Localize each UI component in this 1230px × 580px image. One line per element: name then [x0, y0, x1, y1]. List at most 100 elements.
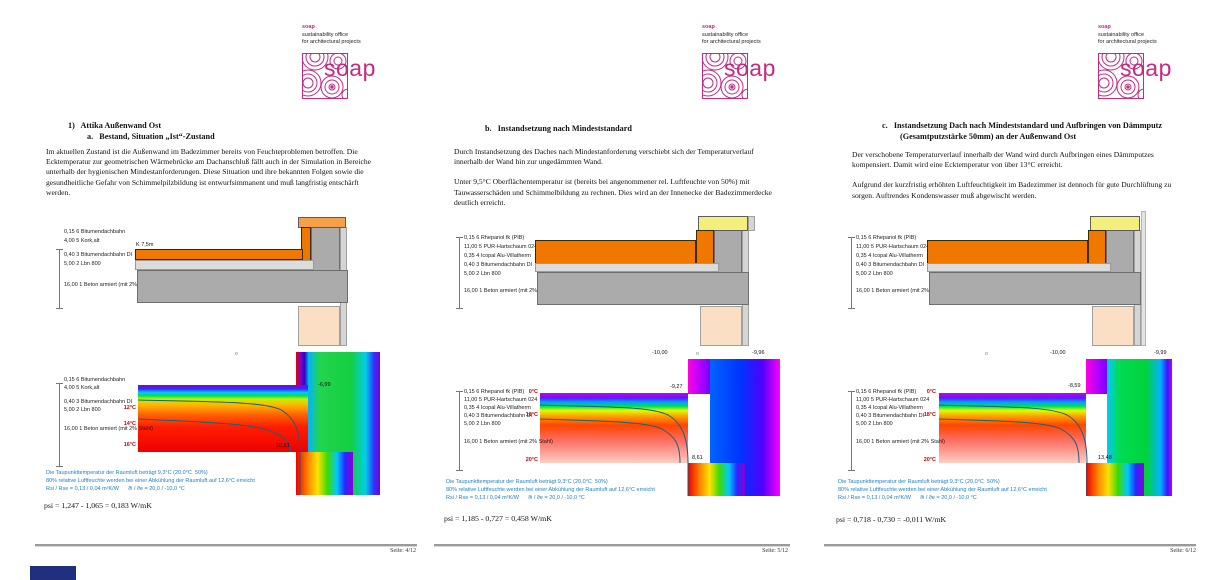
layer-label: 5,00 2 Lbn 800 — [64, 407, 101, 413]
page-number: Seite: 6/12 — [1170, 548, 1196, 554]
body-text: Durch Instandsetzung des Daches nach Min… — [454, 147, 774, 218]
soap-wordmark: soap — [1120, 55, 1172, 81]
axis-mark: o — [696, 351, 699, 357]
footer-rule — [434, 544, 790, 546]
isotherm-contours — [138, 399, 301, 495]
psi-equation: psi = 1,185 - 0,727 = 0,458 W/mK — [444, 514, 552, 523]
diagram-roof-insulation — [135, 249, 303, 260]
soap-logo-icon — [302, 53, 348, 99]
thermal-parapet-gradient — [1086, 359, 1107, 394]
layer-label: 16,00 1 Beton armiert (mit 2% Stahl) — [64, 282, 153, 288]
diagram-screed-layer — [927, 263, 1111, 272]
thermal-parapet-gradient — [296, 352, 308, 386]
dimension-line — [456, 391, 463, 471]
isotherm-label: 20°C — [525, 457, 538, 463]
section-subheading: a. Bestand, Situation „Ist“-Zustand — [87, 132, 215, 141]
thermal-wall-gradient — [688, 463, 745, 496]
diagram-wall-below — [1092, 306, 1134, 346]
diagram-cap-block — [1090, 216, 1140, 231]
layer-label: 11,00 5 PUR-Hartschaum 024 — [464, 397, 538, 403]
psi-equation: psi = 0,718 - 0,730 = -0,011 W/mK — [836, 515, 947, 524]
isotherm-contours — [540, 404, 689, 496]
body-text: Der verschobene Temperaturverlauf innerh… — [852, 150, 1174, 211]
layer-label: 0,15 6 Rhepanol fk (PIB) — [464, 235, 525, 241]
layer-label: 5,00 2 Lbn 800 — [464, 421, 501, 427]
layer-label: 16,00 1 Beton armiert (mit 2% Stahl) — [856, 439, 945, 445]
brand-soap-text: soap — [302, 24, 315, 30]
dewpoint-note-2: 80% relative Luftfeuchte werden bei eine… — [838, 487, 1047, 493]
dewpoint-note-3: Rsi / Rse = 0,13 / 0,04 m²K/W ϑi / ϑe = … — [838, 495, 977, 501]
thermal-wall-gradient — [1086, 463, 1144, 496]
layer-label: 0,40 3 Bitumendachbahn DI — [64, 252, 133, 258]
temperature-value: 13,48 — [1098, 455, 1112, 461]
layer-label: 11,00 5 PUR-Hartschaum 024 — [464, 244, 538, 250]
layer-label: 16,00 1 Beton armiert (mit 2% Stahl) — [464, 439, 553, 445]
axis-mark: o — [985, 351, 988, 357]
isotherm-label: 18°C — [525, 412, 538, 418]
temperature-value: -6,99 — [318, 382, 331, 388]
thermal-parapet-gradient — [688, 359, 710, 394]
body-paragraph: Im aktuellen Zustand ist die Außenwand i… — [46, 147, 371, 197]
layer-label: 5,00 2 Lbn 800 — [856, 271, 893, 277]
dimension-line — [56, 249, 63, 309]
body-text: Im aktuellen Zustand ist die Außenwand i… — [46, 147, 380, 208]
brand-soap-text: soap — [1098, 24, 1111, 30]
temperature-value: 10,51 — [276, 443, 290, 449]
dewpoint-note-2: 80% relative Luftfeuchte werden bei eine… — [46, 478, 255, 484]
section-heading: 1) Attika Außenwand Ost — [68, 121, 162, 130]
thermal-roof-gradient — [939, 393, 1086, 463]
layer-label: 5,00 2 Lbn 800 — [464, 271, 501, 277]
layer-label: 4,00 5 Kork,alt — [64, 238, 100, 244]
diagram-daemmputz-strip — [1141, 211, 1146, 346]
thermal-wall-gradient — [296, 452, 353, 495]
layer-label: 0,15 6 Bitumendachbahn — [64, 377, 126, 383]
dark-blue-box — [30, 566, 76, 580]
layer-label: 0,40 3 Bitumendachbahn DI — [64, 399, 133, 405]
temperature-value: 8,61 — [692, 455, 703, 461]
isotherm-label: 16°C — [123, 442, 136, 448]
isotherm-contours — [939, 404, 1088, 496]
axis-mark: o — [235, 351, 238, 357]
temperature-value: -8,59 — [1068, 383, 1081, 389]
section-heading: c. Instandsetzung Dach nach Mindeststand… — [882, 121, 1163, 130]
section-heading: b. Instandsetzung nach Mindeststandard — [485, 124, 632, 133]
layer-label: 16,00 1 Beton armiert (mit 2% Stahl) — [856, 288, 945, 294]
layer-label: 5,00 2 Lbn 800 — [856, 421, 893, 427]
thermal-roof-gradient — [540, 393, 688, 463]
dewpoint-note-1: Die Taupunkttemperatur der Raumluft betr… — [46, 470, 208, 476]
temperature-value: -9,99 — [1154, 350, 1167, 356]
brand-tagline-1: sustainability office — [702, 32, 749, 38]
psi-equation: psi = 1,247 - 1,065 = 0,183 W/mK — [44, 501, 152, 510]
soap-wordmark: soap — [724, 55, 776, 81]
page-number: Seite: 4/12 — [390, 548, 416, 554]
page-number: Seite: 5/12 — [762, 548, 788, 554]
soap-logo-icon — [1098, 53, 1144, 99]
diagram-roof-insulation — [535, 240, 696, 264]
dimension-line — [848, 237, 855, 309]
thermal-roof-gradient — [138, 385, 308, 452]
footer-rule — [824, 544, 1196, 546]
body-paragraph: Unter 9,5°C Oberflächentemperatur ist (b… — [454, 177, 772, 207]
dimension-line — [56, 383, 63, 467]
dewpoint-note-1: Die Taupunkttemperatur der Raumluft betr… — [838, 479, 1000, 485]
brand-soap-text: soap — [702, 24, 715, 30]
layer-label: 11,00 5 PUR-Hartschaum 024 — [856, 397, 930, 403]
section-subheading: (Gesamtputzstärke 50mm) an der Außenwand… — [900, 132, 1077, 141]
dimension-line — [456, 237, 463, 309]
brand-tagline-2: for architectural projects — [302, 39, 361, 45]
diagram-concrete-slab — [137, 270, 348, 303]
diagram-wall-below — [700, 306, 742, 346]
isotherm-label: 20°C — [923, 457, 936, 463]
diagram-parapet-concrete — [311, 227, 340, 271]
diagram-vertical-insulation — [1088, 230, 1106, 264]
page-2: soap sustainability office for architect… — [430, 0, 805, 580]
footer-rule — [35, 544, 417, 546]
isotherm-label: 14°C — [123, 421, 136, 427]
isotherm-label: 18°C — [923, 412, 936, 418]
layer-label: 0,40 3 Bitumendachbahn DI — [464, 262, 533, 268]
brand-tagline-2: for architectural projects — [702, 39, 761, 45]
isotherm-label: 0°C — [528, 389, 538, 395]
diagram-screed-layer — [535, 263, 719, 272]
body-paragraph: Aufgrund der kurzfristig erhöhten Luftfe… — [852, 180, 1172, 200]
layer-label: 0,15 6 Bitumendachbahn — [64, 229, 126, 235]
